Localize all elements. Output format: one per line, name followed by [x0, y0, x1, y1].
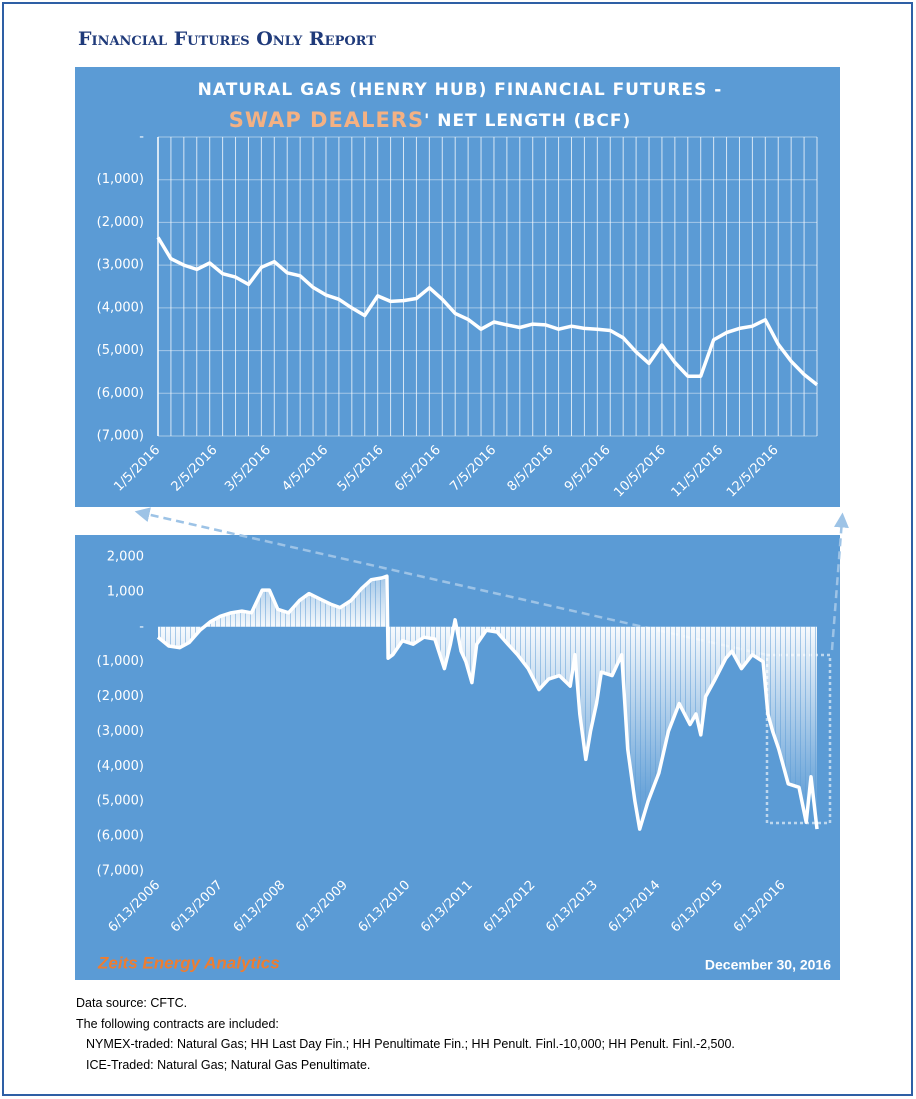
- top-panel: [75, 67, 840, 507]
- report-title: Financial Futures Only Report: [78, 28, 376, 50]
- y-tick-label: (5,000): [97, 343, 144, 358]
- y-tick-label: (7,000): [97, 864, 144, 879]
- brand: Zeits Energy Analytics: [97, 953, 280, 972]
- y-tick-label: 2,000: [107, 550, 144, 565]
- y-tick-label: (7,000): [97, 429, 144, 444]
- y-tick-label: (3,000): [97, 724, 144, 739]
- note: Data source: CFTC.: [76, 996, 188, 1010]
- y-tick-label: (2,000): [97, 689, 144, 704]
- y-tick-label: (4,000): [97, 759, 144, 774]
- bottom-panel: [75, 535, 840, 980]
- y-tick-label: (1,000): [97, 654, 144, 669]
- line: [156, 236, 819, 387]
- title-highlight: SWAP DEALERS: [229, 108, 424, 132]
- y-tick-label: -: [139, 619, 144, 634]
- title-rest: ' NET LENGTH (BCF): [424, 111, 631, 131]
- chart-subtitle: SWAP DEALERS' NET LENGTH (BCF): [229, 108, 632, 132]
- area-stripes: [158, 576, 817, 830]
- y-tick-label: (3,000): [97, 258, 144, 273]
- y-tick-label: (6,000): [97, 386, 144, 401]
- y-tick-label: (2,000): [97, 215, 144, 230]
- line: [156, 574, 819, 831]
- notes: Data source: CFTC. The following contract…: [76, 993, 735, 1075]
- note: ICE-Traded: Natural Gas; Natural Gas Pen…: [86, 1057, 371, 1072]
- y-tick-label: (5,000): [97, 794, 144, 809]
- y-tick-label: (4,000): [97, 300, 144, 315]
- zoom-arrow: [830, 512, 849, 651]
- y-tick-label: (6,000): [97, 829, 144, 844]
- y-tick-label: (1,000): [97, 172, 144, 187]
- chart-title: NATURAL GAS (HENRY HUB) FINANCIAL FUTURE…: [198, 80, 723, 100]
- note: NYMEX-traded: Natural Gas; HH Last Day F…: [86, 1037, 735, 1051]
- note: The following contracts are included:: [76, 1016, 279, 1031]
- y-tick-label: 1,000: [107, 584, 144, 599]
- report-date: December 30, 2016: [705, 957, 831, 973]
- y-tick-label: -: [139, 130, 144, 145]
